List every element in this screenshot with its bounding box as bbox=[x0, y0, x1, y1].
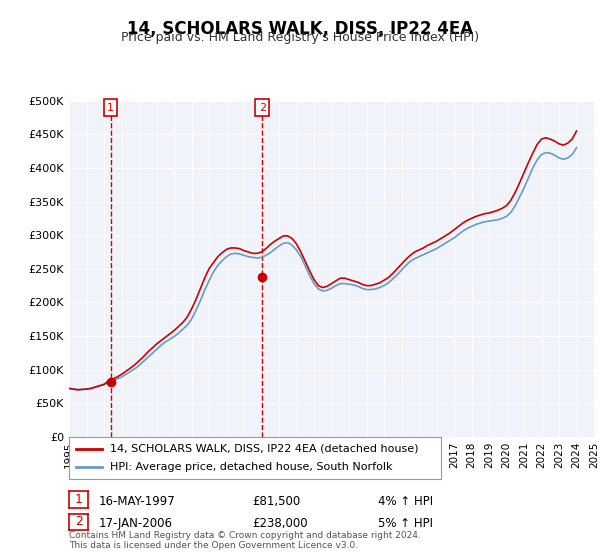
Text: 1: 1 bbox=[107, 102, 114, 113]
Text: £81,500: £81,500 bbox=[252, 494, 300, 508]
Text: HPI: Average price, detached house, South Norfolk: HPI: Average price, detached house, Sout… bbox=[110, 462, 392, 472]
Text: 5% ↑ HPI: 5% ↑ HPI bbox=[378, 517, 433, 530]
Text: Contains HM Land Registry data © Crown copyright and database right 2024.
This d: Contains HM Land Registry data © Crown c… bbox=[69, 530, 421, 550]
Text: 14, SCHOLARS WALK, DISS, IP22 4EA: 14, SCHOLARS WALK, DISS, IP22 4EA bbox=[127, 20, 473, 38]
Text: 16-MAY-1997: 16-MAY-1997 bbox=[99, 494, 176, 508]
Text: 4% ↑ HPI: 4% ↑ HPI bbox=[378, 494, 433, 508]
Text: 2: 2 bbox=[74, 515, 83, 529]
Text: 14, SCHOLARS WALK, DISS, IP22 4EA (detached house): 14, SCHOLARS WALK, DISS, IP22 4EA (detac… bbox=[110, 444, 418, 454]
Text: £238,000: £238,000 bbox=[252, 517, 308, 530]
Text: Price paid vs. HM Land Registry's House Price Index (HPI): Price paid vs. HM Land Registry's House … bbox=[121, 31, 479, 44]
Text: 1: 1 bbox=[74, 493, 83, 506]
Text: 17-JAN-2006: 17-JAN-2006 bbox=[99, 517, 173, 530]
Text: 2: 2 bbox=[259, 102, 266, 113]
